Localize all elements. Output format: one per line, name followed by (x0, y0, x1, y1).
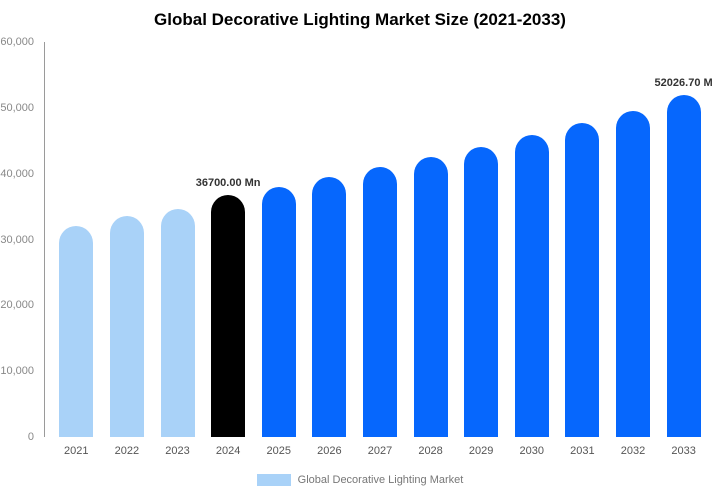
x-tick-2027: 2027 (367, 445, 393, 457)
x-tick-2026: 2026 (317, 445, 342, 457)
bar-2023[interactable] (160, 208, 195, 437)
value-label-2033: 52026.70 M (654, 76, 713, 89)
x-tick-2032: 2032 (620, 445, 646, 457)
x-tick-2021: 2021 (64, 445, 89, 457)
y-tick-label: 10,000 (0, 365, 34, 378)
bar-slot-2030: 2030 (506, 42, 557, 457)
y-tick-label: 60,000 (0, 36, 34, 48)
bar-slot-2023: 2023 (152, 42, 203, 457)
legend: Global Decorative Lighting Market (0, 474, 720, 486)
bar-2021[interactable] (59, 226, 94, 437)
bar-2029[interactable] (464, 147, 499, 437)
bar-slot-2025: 2025 (253, 42, 304, 457)
bar-slot-2031: 2031 (557, 42, 608, 457)
y-tick-label: 40,000 (0, 167, 34, 180)
bar-slot-2028: 2028 (405, 42, 456, 457)
bar-slot-2032: 2032 (608, 42, 659, 457)
x-tick-2033: 2033 (671, 445, 696, 457)
bar-slot-2033: 52026.70 M 2033 (655, 42, 713, 458)
bar-slot-2021: 2021 (51, 42, 102, 457)
bar-2024[interactable]: 36700.00 Mn (196, 177, 261, 437)
y-tick-label: 20,000 (0, 299, 34, 312)
bar-2030[interactable] (514, 134, 549, 437)
bar-2026[interactable] (312, 176, 347, 437)
bar-slot-2022: 2022 (102, 42, 153, 457)
chart-title: Global Decorative Lighting Market Size (… (154, 10, 566, 29)
bar-2033[interactable]: 52026.70 M (655, 77, 713, 437)
y-tick-label: 50,000 (0, 101, 34, 114)
bar-2032[interactable] (616, 111, 650, 437)
x-tick-2028: 2028 (418, 445, 443, 457)
bar-slot-2027: 2027 (355, 42, 406, 457)
y-tick-label: 30,000 (0, 233, 34, 246)
bar-slot-2026: 2026 (304, 42, 355, 457)
bar-2025[interactable] (261, 186, 296, 437)
bar-slot-2029: 2029 (456, 42, 507, 457)
x-tick-2024: 2024 (215, 445, 241, 457)
x-tick-2030: 2030 (519, 445, 545, 457)
legend-swatch-icon (256, 474, 291, 486)
x-tick-2025: 2025 (266, 445, 291, 457)
legend-label: Global Decorative Lighting Market (297, 474, 464, 486)
value-label-2024: 36700.00 Mn (195, 177, 261, 190)
y-tick-label: 0 (27, 431, 34, 443)
bar-slot-2024: 36700.00 Mn 2024 (196, 42, 261, 457)
bar-2028[interactable] (413, 157, 448, 437)
x-tick-2023: 2023 (165, 445, 190, 457)
y-axis: 60,000 50,000 40,000 30,000 20,000 10,000 0 (0, 36, 40, 443)
bar-2027[interactable] (362, 167, 397, 437)
x-tick-2022: 2022 (114, 445, 140, 457)
plot-area: 2021 2022 2023 36700.00 Mn 2024 2025 2026 2027 2… (44, 42, 715, 458)
x-tick-2029: 2029 (468, 445, 494, 457)
plot: 2021 2022 2023 36700.00 Mn 2024 2025 2026 2027 2… (44, 42, 715, 458)
bar-2031[interactable] (565, 122, 600, 437)
x-tick-2031: 2031 (570, 445, 595, 457)
bar-2022[interactable] (109, 216, 144, 437)
